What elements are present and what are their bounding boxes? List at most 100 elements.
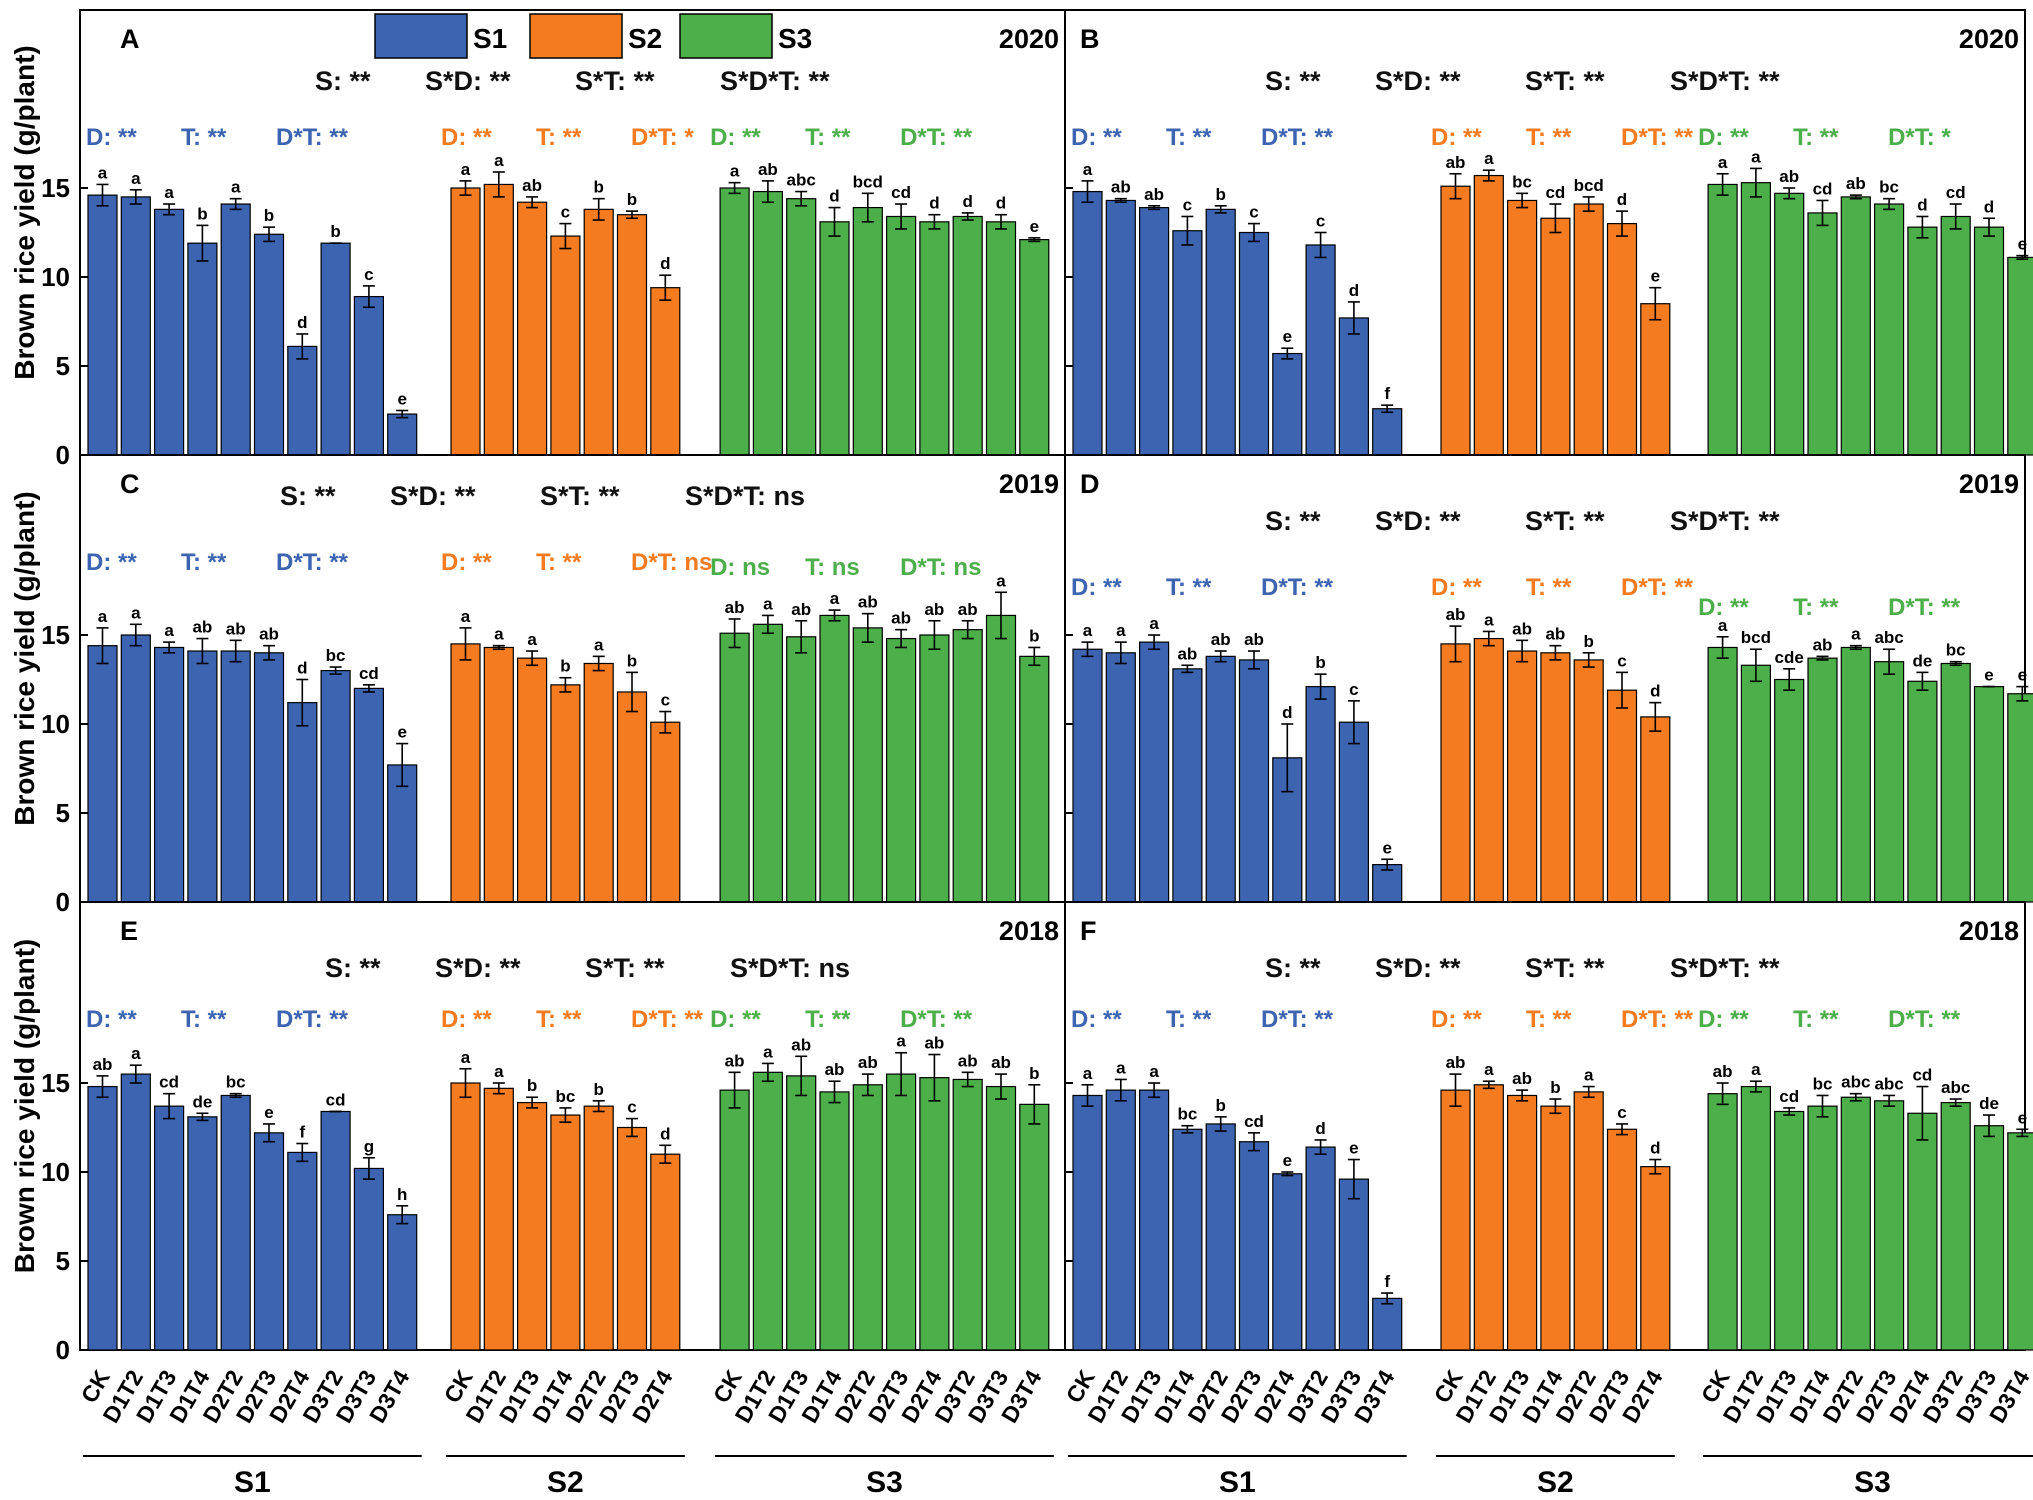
bar-s3 <box>719 1089 750 1351</box>
bar-s3 <box>1774 192 1805 456</box>
significance-letter: e <box>1030 217 1039 236</box>
bar-s2 <box>483 646 514 903</box>
group-stat-s3: T: ** <box>805 124 851 151</box>
group-stat-s2: T: ** <box>536 124 582 151</box>
bar-s1 <box>220 1094 251 1351</box>
bar-s1 <box>287 1151 318 1351</box>
bar-s2 <box>1573 1091 1604 1351</box>
significance-letter: e <box>1283 327 1292 346</box>
group-stat-s2: D*T: ** <box>631 1006 704 1033</box>
significance-letter: bc <box>326 646 346 665</box>
group-stat-s3: T: ** <box>1793 1006 1839 1033</box>
bar-s3 <box>885 1073 917 1351</box>
stats-term: S*D*T: ** <box>1670 506 1780 536</box>
group-stat-s1: D*T: ** <box>276 549 349 576</box>
panel-d: D 2019 S: ** S*D: ** S*T: ** S*D*T: ** D: ** T:… <box>1064 454 2033 903</box>
significance-letter: ab <box>958 1051 978 1070</box>
bar-s1 <box>353 295 384 456</box>
bar-s1 <box>87 1085 118 1351</box>
bar-s2 <box>1540 652 1571 903</box>
significance-letter: ab <box>1446 1053 1466 1072</box>
bar-s1 <box>253 652 285 903</box>
significance-letter: d <box>929 194 939 213</box>
significance-letter: ab <box>1713 1062 1733 1081</box>
y-tick-label: 10 <box>41 709 70 739</box>
group-label-s3: S3 <box>866 1466 903 1499</box>
bar-s3 <box>985 1085 1017 1351</box>
bar-s3 <box>1840 196 1871 456</box>
bar-s3 <box>819 1091 850 1351</box>
significance-letter: bc <box>1813 1074 1833 1093</box>
bar-s3 <box>719 187 750 456</box>
significance-letter: cd <box>1912 1066 1932 1085</box>
significance-letter: a <box>594 635 604 654</box>
bar-s2 <box>583 1105 614 1351</box>
bar-s3 <box>1774 678 1805 903</box>
y-tick-label: 15 <box>41 620 70 650</box>
y-axis-title: Brown rice yield (g/plant) <box>9 939 40 1273</box>
significance-letter: c <box>1183 195 1192 214</box>
significance-letter: cd <box>1813 179 1833 198</box>
significance-letter: d <box>297 313 307 332</box>
group-stat-s2: T: ** <box>536 1006 582 1033</box>
significance-letter: a <box>1083 1064 1093 1083</box>
y-tick-label: 5 <box>56 351 70 381</box>
significance-letter: a <box>1751 1060 1761 1079</box>
bar-s2 <box>1473 174 1504 456</box>
significance-letter: a <box>527 630 537 649</box>
significance-letter: e <box>264 1103 273 1122</box>
significance-letter: a <box>231 178 241 197</box>
significance-letter: e <box>2018 235 2027 254</box>
significance-letter: a <box>494 151 504 170</box>
bar-s1 <box>1105 652 1136 903</box>
legend: S1 S2 S3 <box>374 13 812 59</box>
significance-letter: ab <box>1177 644 1197 663</box>
bar-s1 <box>387 413 418 456</box>
group-stat-s3: D*T: ** <box>900 1006 973 1033</box>
bar-s2 <box>650 721 681 903</box>
y-tick-label: 15 <box>41 173 70 203</box>
bar-s3 <box>919 221 950 456</box>
bar-s2 <box>1440 185 1471 456</box>
bar-s1 <box>220 650 251 903</box>
bar-s1 <box>287 345 318 456</box>
significance-letter: b <box>627 651 637 670</box>
bar-s1 <box>1372 1297 1403 1351</box>
significance-letter: a <box>1116 1058 1126 1077</box>
bar-s3 <box>919 634 950 903</box>
bar-s3 <box>2007 1132 2033 1351</box>
bar-s1 <box>1105 199 1136 456</box>
significance-letter: d <box>1650 1139 1660 1158</box>
significance-letter: b <box>1315 653 1325 672</box>
significance-letter: b <box>1029 1064 1039 1083</box>
bar-s3 <box>1873 203 1905 456</box>
bar-s2 <box>616 691 648 903</box>
y-axis-title: Brown rice yield (g/plant) <box>9 491 40 825</box>
significance-letter: e <box>2018 1108 2027 1127</box>
bar-s1 <box>220 203 251 456</box>
significance-letter: ab <box>958 600 978 619</box>
significance-letter: d <box>1617 190 1627 209</box>
bar-s1 <box>154 1105 185 1351</box>
stats-term: S*T: ** <box>575 66 655 96</box>
group-stat-s3: D: ** <box>1698 124 1749 151</box>
bar-s2 <box>1440 1089 1471 1351</box>
significance-letter: d <box>963 192 973 211</box>
bar-s1 <box>1272 352 1303 456</box>
group-label-s2: S2 <box>547 1466 584 1499</box>
group-stat-s1: T: ** <box>181 1006 227 1033</box>
significance-letter: ab <box>1512 1069 1532 1088</box>
significance-letter: bcd <box>1741 628 1771 647</box>
significance-letter: bc <box>226 1073 246 1092</box>
significance-letter: b <box>594 178 604 197</box>
significance-letter: b <box>264 206 274 225</box>
stats-term: S*D*T: ** <box>720 66 830 96</box>
significance-letter: b <box>527 1076 537 1095</box>
bar-s1 <box>1172 668 1203 903</box>
significance-letter: a <box>131 169 141 188</box>
y-axis-title: Brown rice yield (g/plant) <box>9 45 40 379</box>
bar-s1 <box>154 646 185 903</box>
significance-letter: c <box>1617 651 1626 670</box>
group-stat-s1: T: ** <box>181 124 227 151</box>
group-stat-s1: T: ** <box>181 549 227 576</box>
